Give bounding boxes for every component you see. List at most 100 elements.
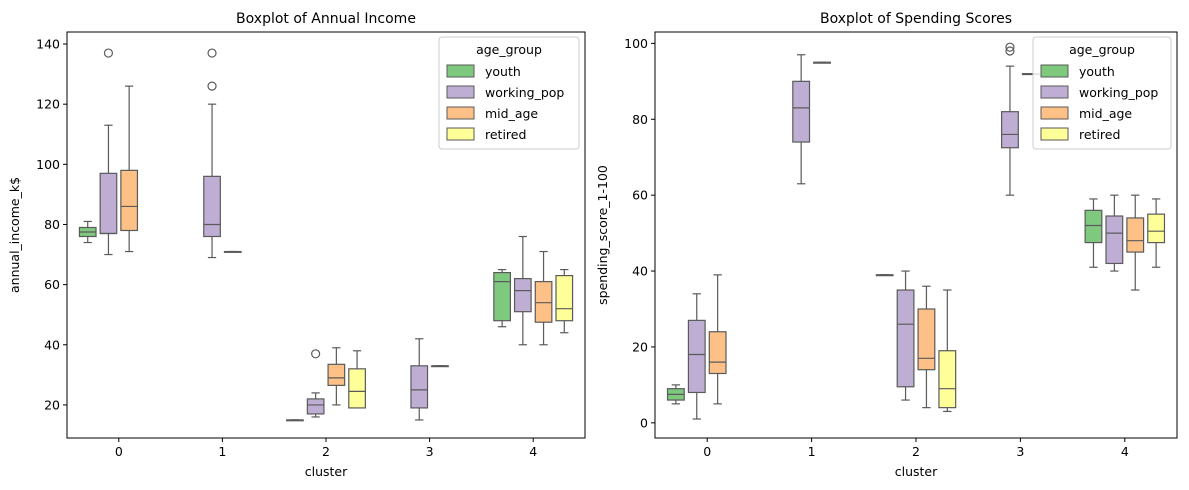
legend-item-youth: youth — [446, 64, 521, 79]
y-tick-label: 120 — [36, 97, 60, 112]
box-working_pop-cluster-1 — [792, 54, 811, 185]
box-mid_age-cluster-4 — [1126, 194, 1145, 291]
box-mid_age-cluster-0 — [708, 274, 727, 405]
box-working_pop-cluster-4 — [513, 235, 532, 346]
box-youth-cluster-4 — [1084, 198, 1103, 268]
box-working_pop-cluster-3 — [1001, 42, 1019, 196]
box-youth-cluster-2 — [875, 274, 894, 277]
series-retired — [348, 268, 574, 409]
box-body — [493, 271, 512, 322]
outlier-point — [207, 48, 217, 58]
series-retired — [938, 198, 1166, 413]
x-axis-label: cluster — [305, 464, 348, 479]
x-tick-label: 3 — [1016, 444, 1024, 459]
legend-label: youth — [1079, 64, 1115, 79]
chart-title: Boxplot of Spending Scores — [820, 11, 1012, 27]
y-tick-label: 100 — [624, 36, 648, 51]
y-tick-label: 60 — [44, 277, 60, 292]
legend-swatch — [446, 85, 475, 99]
legend-label: working_pop — [1079, 85, 1158, 100]
box-body — [120, 169, 139, 232]
x-tick-label: 3 — [426, 444, 434, 459]
series-youth — [78, 220, 512, 422]
box-working_pop-cluster-0 — [99, 48, 118, 256]
x-tick-label: 2 — [322, 444, 330, 459]
box-working_pop-cluster-3 — [410, 338, 429, 421]
box-body — [513, 278, 532, 313]
y-tick-label: 100 — [36, 157, 60, 172]
box-mid_age-cluster-1 — [813, 61, 831, 64]
legend-swatch — [446, 64, 475, 78]
outlier-point — [1005, 42, 1015, 52]
box-mid_age-cluster-4 — [534, 250, 553, 346]
legend-swatch — [446, 106, 475, 120]
outlier-point — [311, 349, 321, 359]
series-mid_age — [120, 85, 553, 406]
box-retired-cluster-2 — [938, 289, 957, 413]
box-body — [327, 363, 346, 386]
legend-item-working_pop: working_pop — [1040, 85, 1158, 100]
legend-item-retired: retired — [446, 127, 526, 142]
box-working_pop-cluster-1 — [203, 48, 221, 259]
box-body — [1105, 215, 1124, 265]
box-body — [687, 319, 706, 394]
box-body — [306, 398, 325, 415]
y-tick-label: 80 — [632, 112, 648, 127]
x-tick-label: 2 — [912, 444, 920, 459]
box-youth-cluster-0 — [666, 384, 685, 405]
box-body — [203, 175, 221, 238]
y-axis-label: annual_income_k$ — [7, 177, 22, 293]
box-youth-cluster-2 — [286, 419, 304, 422]
legend-label: working_pop — [485, 85, 564, 100]
series-youth — [666, 198, 1103, 405]
legend-label: youth — [485, 64, 521, 79]
box-retired-cluster-2 — [348, 350, 366, 409]
y-tick-label: 40 — [632, 264, 648, 279]
legend-label: mid_age — [1079, 106, 1132, 121]
legend-title: age_group — [476, 42, 542, 57]
x-tick-label: 4 — [1121, 444, 1129, 459]
series-mid_age — [708, 61, 1145, 409]
x-tick-label: 0 — [115, 444, 123, 459]
legend-item-mid_age: mid_age — [1040, 106, 1132, 121]
y-tick-label: 40 — [44, 337, 60, 352]
box-working_pop-cluster-0 — [687, 293, 706, 420]
box-working_pop-cluster-2 — [896, 270, 915, 401]
box-mid_age-cluster-2 — [327, 347, 346, 406]
y-tick-label: 0 — [640, 415, 648, 430]
legend-swatch — [1040, 85, 1069, 99]
series-working_pop — [687, 42, 1124, 420]
spending-boxplot-chart: Boxplot of Spending Scores 0 20 40 60 80 100 0 1… — [595, 11, 1178, 479]
y-tick-label: 140 — [36, 37, 60, 52]
box-body — [99, 172, 118, 235]
legend-item-youth: youth — [1040, 64, 1115, 79]
box-body — [1147, 213, 1166, 244]
box-body — [1126, 217, 1145, 253]
box-mid_age-cluster-2 — [917, 285, 936, 409]
legend-label: retired — [485, 127, 526, 142]
legend-swatch — [1040, 64, 1069, 78]
x-axis-label: cluster — [895, 464, 938, 479]
box-body — [1084, 209, 1103, 244]
series-working_pop — [99, 48, 532, 421]
x-tick-label: 1 — [808, 444, 816, 459]
legend-item-working_pop: working_pop — [446, 85, 564, 100]
y-tick-label: 20 — [44, 397, 60, 412]
legend-item-mid_age: mid_age — [446, 106, 538, 121]
box-body — [708, 331, 727, 375]
box-body — [792, 80, 811, 143]
box-body — [917, 308, 936, 371]
chart-title: Boxplot of Annual Income — [236, 11, 416, 27]
box-working_pop-cluster-2 — [306, 349, 325, 418]
legend-item-retired: retired — [1040, 127, 1120, 142]
legend-title: age_group — [1069, 42, 1135, 57]
y-tick-label: 20 — [632, 339, 648, 354]
box-retired-cluster-4 — [555, 268, 574, 334]
outlier-point — [1005, 46, 1015, 56]
box-body — [1001, 111, 1019, 149]
box-retired-cluster-4 — [1147, 198, 1166, 268]
box-body — [410, 365, 429, 409]
y-axis-label: spending_score_1-100 — [595, 165, 610, 305]
box-youth-cluster-4 — [493, 268, 512, 328]
